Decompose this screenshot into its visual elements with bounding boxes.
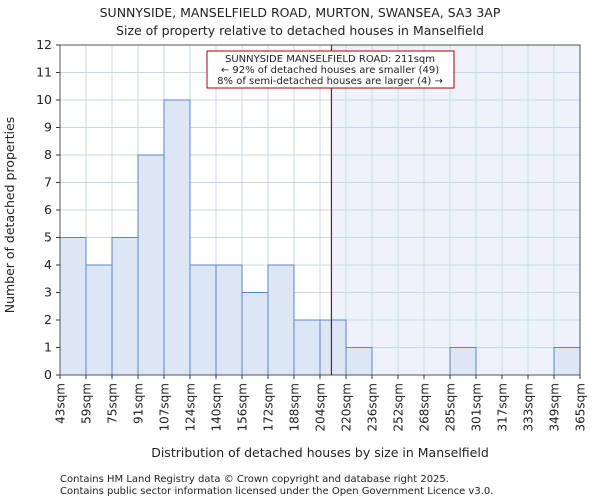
bar: [241, 292, 269, 376]
x-tick-label: 220sqm: [340, 383, 354, 431]
x-tick-label: 43sqm: [54, 383, 68, 424]
y-tick-label: 6: [44, 202, 52, 217]
y-tick-label: 12: [36, 37, 52, 52]
x-tick-label: 124sqm: [184, 383, 198, 431]
chart-title-line1: SUNNYSIDE, MANSELFIELD ROAD, MURTON, SWA…: [100, 5, 501, 20]
bar: [345, 347, 373, 376]
x-tick-label: 75sqm: [106, 383, 120, 424]
y-tick-label: 9: [44, 120, 52, 135]
y-tick-label: 8: [44, 147, 52, 162]
bar: [111, 237, 139, 376]
y-axis-label: Number of detached properties: [2, 117, 17, 314]
bar: [137, 154, 165, 376]
x-tick-label: 188sqm: [288, 383, 302, 431]
x-tick-label: 268sqm: [418, 383, 432, 431]
x-tick-label: 140sqm: [210, 383, 224, 431]
x-tick-label: 59sqm: [80, 383, 94, 424]
x-tick-label: 317sqm: [496, 383, 510, 431]
footer-line1: Contains HM Land Registry data © Crown c…: [60, 474, 449, 485]
x-tick-label: 252sqm: [392, 383, 406, 431]
y-tick-label: 11: [36, 65, 52, 80]
bar: [293, 319, 321, 376]
y-tick-label: 2: [44, 312, 52, 327]
x-tick-label: 236sqm: [366, 383, 380, 431]
bar: [553, 347, 581, 376]
x-tick-label: 333sqm: [522, 383, 536, 431]
x-tick-label: 301sqm: [470, 383, 484, 431]
x-tick-label: 285sqm: [444, 383, 458, 431]
bar: [449, 347, 477, 376]
x-tick-label: 204sqm: [314, 383, 328, 431]
bar: [163, 99, 191, 376]
bar: [267, 264, 295, 376]
y-tick-label: 3: [44, 285, 52, 300]
footer-line2: Contains public sector information licen…: [60, 486, 493, 497]
y-tick-label: 1: [44, 340, 52, 355]
y-tick-label: 5: [44, 230, 52, 245]
bar: [189, 264, 217, 376]
x-tick-label: 172sqm: [262, 383, 276, 431]
y-tick-label: 10: [36, 92, 52, 107]
y-tick-label: 0: [44, 367, 52, 382]
annotation-line3: 8% of semi-detached houses are larger (4…: [217, 76, 443, 87]
x-tick-label: 349sqm: [548, 383, 562, 431]
x-tick-label: 156sqm: [236, 383, 250, 431]
annotation-line1: SUNNYSIDE MANSELFIELD ROAD: 211sqm: [225, 54, 435, 65]
x-axis-label: Distribution of detached houses by size …: [151, 445, 489, 460]
annotation-box: [206, 50, 455, 89]
x-tick-label: 365sqm: [574, 383, 588, 431]
bar: [85, 264, 113, 376]
x-tick-label: 107sqm: [158, 383, 172, 431]
chart-title-line2: Size of property relative to detached ho…: [116, 23, 484, 38]
y-tick-label: 4: [44, 257, 52, 272]
bar: [215, 264, 243, 376]
x-tick-label: 91sqm: [132, 383, 146, 424]
bar: [59, 237, 87, 376]
annotation-line2: ← 92% of detached houses are smaller (49…: [221, 65, 439, 76]
y-tick-label: 7: [44, 175, 52, 190]
bar: [319, 319, 347, 376]
